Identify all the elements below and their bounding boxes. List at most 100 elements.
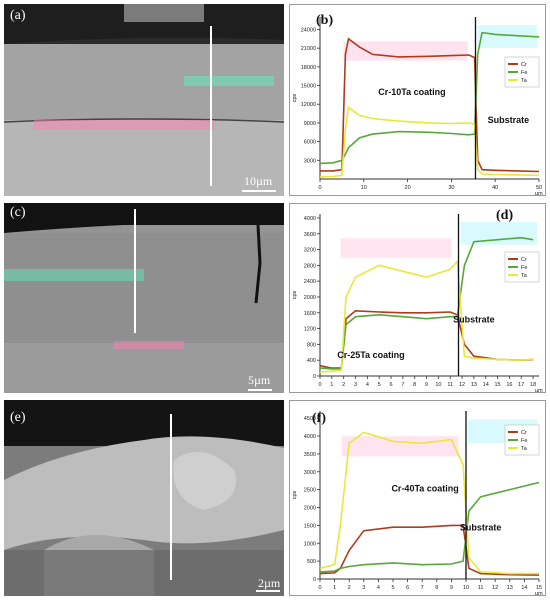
x-tick-label: 30 (448, 185, 454, 191)
legend-label: Cr (521, 62, 527, 68)
x-tick-label: 2 (348, 585, 351, 591)
y-tick-label: 15000 (301, 84, 316, 90)
y-tick-label: 6000 (304, 140, 316, 146)
chart-f: 0 1 2 3 4 5 6 7 8 9 10 11 12 13 14 15050010001500200025… (292, 411, 543, 595)
series-line-ta (319, 431, 539, 575)
x-tick-label: 9 (425, 382, 428, 388)
chart-f-panel: (f) 0 1 2 3 4 5 6 7 8 9 10 11 12 13 14 15 0 500 1000 1500 20… (289, 400, 546, 596)
x-tick-label: 10 (435, 382, 441, 388)
sem-texture-e (4, 400, 284, 596)
y-tick-label: 4500 (304, 416, 316, 422)
x-tick-label: 17 (518, 382, 524, 388)
x-tick-label: 15 (495, 382, 501, 388)
annotation-label: Cr-40Ta coating (391, 483, 458, 493)
y-tick-label: 3000 (304, 158, 316, 164)
y-tick-label: 4000 (304, 434, 316, 440)
x-tick-label: 0 (318, 185, 321, 191)
panel-label-e: (e) (10, 410, 26, 425)
chart-b-panel: (b) 0 10 20 30 40 50 3000 6000 9000 12000 15000 180… (289, 4, 546, 196)
x-tick-label: 14 (483, 382, 489, 388)
x-tick-label: 1 (330, 382, 333, 388)
chart-d: 0 1 2 3 4 5 6 7 8 9 10 11 12 13 14 15 16 17 18040080012001… (292, 214, 543, 392)
y-axis-label: cps (292, 290, 298, 299)
x-tick-label: 12 (459, 382, 465, 388)
sem-image-c: (c) 5µm (4, 203, 284, 393)
scale-label-e: 2µm (258, 576, 281, 590)
x-tick-label: 11 (447, 382, 453, 388)
highlight-band (477, 25, 537, 48)
legend-label: Ta (521, 446, 528, 452)
highlight-band (343, 41, 468, 61)
y-tick-label: 3000 (304, 470, 316, 476)
x-tick-label: 5 (391, 585, 394, 591)
y-tick-label: 400 (307, 358, 316, 364)
annotation-label: Substrate (488, 115, 530, 125)
x-tick-label: 9 (450, 585, 453, 591)
x-tick-label: 15 (536, 585, 542, 591)
y-tick-label: 1200 (304, 327, 316, 333)
y-tick-label: 3200 (304, 248, 316, 254)
x-tick-label: 14 (521, 585, 527, 591)
y-tick-label: 2000 (304, 295, 316, 301)
series-line-fe (319, 481, 540, 573)
chart-b: 0 10 20 30 40 50 3000 6000 9000 12000 15000 18000 21… (292, 17, 543, 195)
x-tick-label: 7 (421, 585, 424, 591)
y-tick-label: 21000 (301, 46, 316, 52)
x-tick-label: 8 (435, 585, 438, 591)
x-tick-label: 4 (377, 585, 380, 591)
sem-texture-c (4, 203, 284, 393)
annotation-label: Substrate (453, 315, 495, 325)
y-tick-label: 2500 (304, 488, 316, 494)
x-tick-label: 50 (536, 185, 542, 191)
x-tick-label: 1 (333, 585, 336, 591)
y-axis-label: cps (292, 490, 298, 499)
x-tick-label: 0 (318, 585, 321, 591)
annotation-label: Substrate (460, 523, 502, 533)
series-line-cr (319, 524, 540, 576)
x-tick-label: 3 (362, 585, 365, 591)
y-tick-label: 4000 (304, 216, 316, 222)
y-tick-label: 500 (307, 559, 316, 565)
legend-label: Fe (521, 70, 527, 76)
legend-label: Fe (521, 265, 527, 271)
line-scan-c (134, 209, 136, 333)
scale-bar-a (242, 190, 276, 192)
y-tick-label: 24000 (301, 27, 316, 33)
x-tick-label: 10 (361, 185, 367, 191)
series-line-ta (319, 105, 540, 178)
y-tick-label: 12000 (301, 102, 316, 108)
highlight-band (341, 436, 459, 457)
y-tick-label: 1500 (304, 523, 316, 529)
y-tick-label: 9000 (304, 121, 316, 127)
y-tick-label: 2000 (304, 506, 316, 512)
y-tick-label: 0 (313, 374, 316, 380)
x-tick-label: 20 (405, 185, 411, 191)
scale-label-a: 10µm (244, 174, 273, 188)
y-tick-label: 800 (307, 342, 316, 348)
legend-label: Fe (521, 438, 527, 444)
y-tick-label: 1600 (304, 311, 316, 317)
x-tick-label: 40 (492, 185, 498, 191)
x-tick-label: 5 (378, 382, 381, 388)
annotation-label: Cr-25Ta coating (337, 350, 404, 360)
x-tick-label: 2 (342, 382, 345, 388)
series-line-cr (320, 37, 540, 173)
y-tick-label: 3500 (304, 452, 316, 458)
x-tick-label: 16 (506, 382, 512, 388)
series-line-ta (319, 259, 534, 373)
x-tick-label: 12 (492, 585, 498, 591)
y-tick-label: 2400 (304, 279, 316, 285)
x-tick-label: 4 (366, 382, 369, 388)
y-tick-label: 0 (313, 577, 316, 583)
x-tick-label: 18 (530, 382, 536, 388)
line-scan-a (210, 26, 212, 186)
y-tick-label: 18000 (301, 65, 316, 71)
sem-texture-a (4, 4, 284, 196)
x-tick-label: 8 (413, 382, 416, 388)
scale-label-c: 5µm (248, 373, 271, 387)
highlight-band (460, 222, 537, 245)
y-tick-label: 1000 (304, 541, 316, 547)
annotation-label: Cr-10Ta coating (378, 87, 445, 97)
highlight-band (340, 238, 452, 258)
series-line-fe (319, 31, 540, 165)
